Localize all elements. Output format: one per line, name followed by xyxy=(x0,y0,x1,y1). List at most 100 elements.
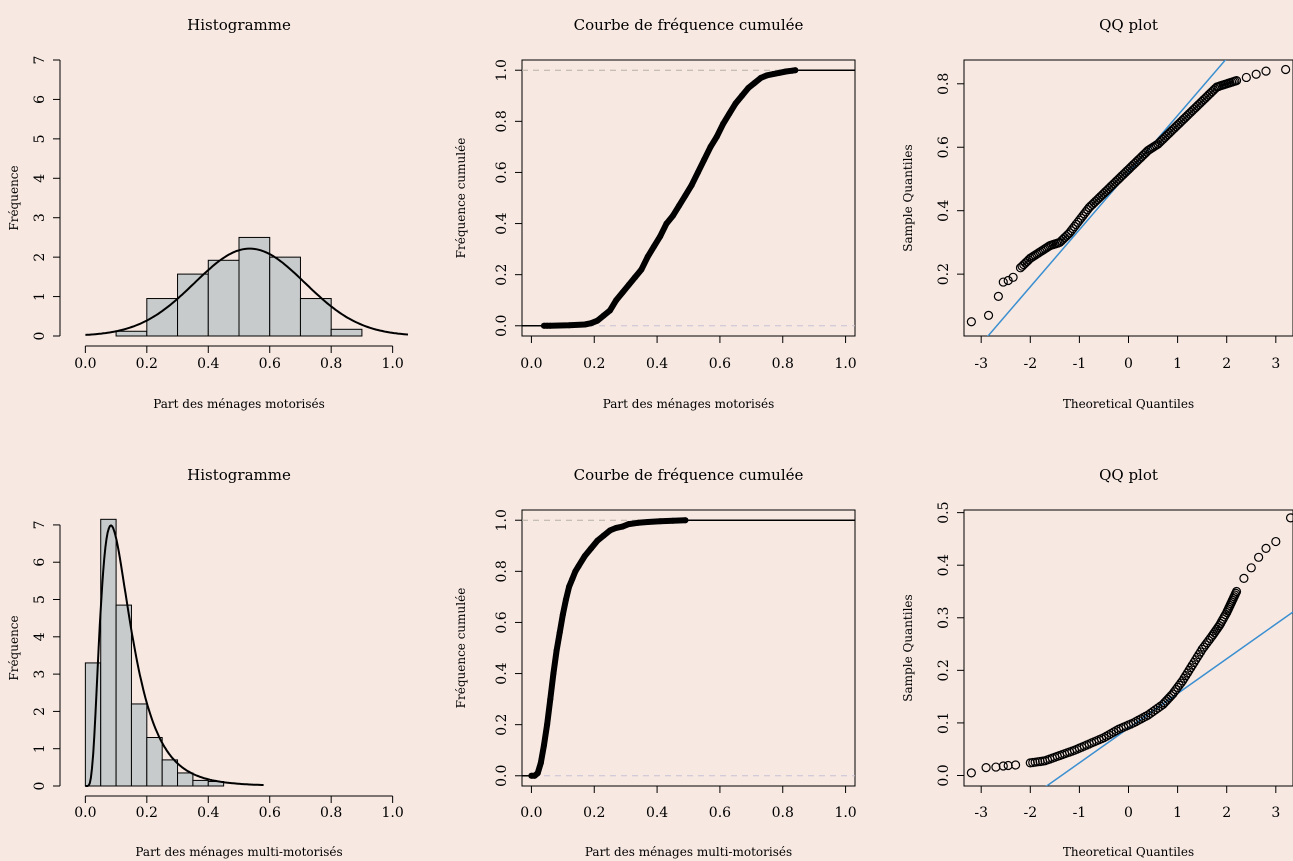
ecdf-point xyxy=(764,72,771,79)
ecdf-point xyxy=(559,611,566,618)
qq-point xyxy=(1133,155,1143,165)
x-axis-label: Part des ménages motorisés xyxy=(603,397,775,411)
ecdf-point xyxy=(688,182,695,189)
qq-point xyxy=(1218,614,1228,624)
ecdf-point xyxy=(534,770,541,777)
y-tick-label: 0.6 xyxy=(936,136,952,158)
qq-point xyxy=(1082,740,1092,750)
qq-point xyxy=(1251,69,1261,79)
qq-point xyxy=(1120,168,1130,178)
qq-point xyxy=(1097,190,1107,200)
ecdf-point xyxy=(566,583,573,590)
histogram-bar xyxy=(330,328,363,337)
ecdf-multi-panel: Courbe de fréquence cumulée Part des ména… xyxy=(454,466,857,859)
y-tick-label: 0.2 xyxy=(494,264,510,286)
ecdf-point xyxy=(644,519,651,526)
x-tick-label: 0.6 xyxy=(259,805,281,821)
y-tick-label: 3 xyxy=(32,213,48,222)
ecdf-point xyxy=(635,519,642,526)
qq-point xyxy=(1135,153,1145,163)
ecdf-point xyxy=(676,202,683,209)
x-tick-label: 0.8 xyxy=(772,356,794,372)
ecdf-point xyxy=(581,553,588,559)
x-axis-label: Part des ménages motorisés xyxy=(153,397,325,411)
x-tick-label: -2 xyxy=(1023,805,1037,821)
qq-point xyxy=(1106,728,1116,739)
x-tick-label: 0.4 xyxy=(646,356,668,372)
qq-point xyxy=(1231,588,1241,598)
qq-point xyxy=(1118,169,1129,179)
qq-point xyxy=(1197,96,1207,106)
y-axis-label: Fréquence xyxy=(7,615,21,680)
qq-point xyxy=(1112,175,1122,186)
qq-point xyxy=(1136,152,1147,162)
ecdf-point xyxy=(619,523,626,530)
ecdf-point xyxy=(638,266,645,273)
ecdf-point xyxy=(625,281,632,288)
histogram-bar xyxy=(177,772,194,787)
y-tick-label: 4 xyxy=(32,174,48,183)
ecdf-point xyxy=(757,74,764,81)
x-axis-label: Theoretical Quantiles xyxy=(1063,845,1194,859)
qq-point xyxy=(966,317,976,327)
chart-title: Histogramme xyxy=(187,466,291,484)
x-tick-label: 0.2 xyxy=(583,805,605,821)
density-curve xyxy=(85,524,264,787)
qq-point xyxy=(1094,193,1104,203)
qq-point xyxy=(1207,87,1217,97)
x-axis-label: Theoretical Quantiles xyxy=(1063,397,1194,411)
ecdf-point xyxy=(663,220,670,227)
ecdf-point xyxy=(600,532,607,539)
ecdf-point xyxy=(619,289,626,296)
y-tick-label: 5 xyxy=(32,595,48,604)
qq-multi-panel: QQ plot Theoretical Quantiles Sample Quant… xyxy=(901,466,1293,859)
y-tick-label: 7 xyxy=(32,520,48,529)
qq-point xyxy=(1153,703,1163,713)
ecdf-point xyxy=(707,143,714,150)
qq-point xyxy=(1109,179,1119,189)
qq-point xyxy=(1115,172,1125,182)
ecdf-point xyxy=(594,537,601,544)
qq-point xyxy=(1161,131,1171,141)
chart-title: Histogramme xyxy=(187,16,291,34)
qq-point xyxy=(966,768,976,778)
x-tick-label: -2 xyxy=(1023,356,1037,372)
qq-point xyxy=(1127,161,1137,171)
y-axis-label: Sample Quantiles xyxy=(901,594,915,701)
y-tick-label: 2 xyxy=(32,253,48,262)
y-tick-label: 0.4 xyxy=(494,212,510,234)
qq-point xyxy=(1230,76,1240,86)
ecdf-point xyxy=(669,212,676,219)
y-tick-label: 0.8 xyxy=(936,73,952,95)
ecdf-point xyxy=(588,320,595,327)
qq-point xyxy=(1156,136,1166,146)
ecdf-point xyxy=(792,67,799,74)
x-tick-label: 1 xyxy=(1173,805,1182,821)
qq-reference-line xyxy=(1045,611,1293,786)
y-axis-label: Fréquence cumulée xyxy=(454,588,468,709)
histogram-bar xyxy=(115,604,132,787)
y-tick-label: 0.6 xyxy=(494,161,510,183)
x-tick-label: 1.0 xyxy=(382,356,404,372)
y-tick-label: 5 xyxy=(32,134,48,143)
qq-point xyxy=(1117,171,1127,181)
qq-point xyxy=(1110,177,1121,187)
qq-point xyxy=(1171,122,1181,132)
y-tick-label: 0.2 xyxy=(936,263,952,285)
qq-point xyxy=(1122,166,1132,176)
qq-point xyxy=(1008,272,1018,282)
ecdf-point xyxy=(650,243,657,250)
ecdf-point xyxy=(566,322,573,329)
qq-point xyxy=(1187,106,1197,116)
chart-title: QQ plot xyxy=(1099,466,1158,484)
qq-point xyxy=(1285,513,1293,523)
x-tick-label: 1 xyxy=(1173,356,1182,372)
ecdf-point xyxy=(581,321,588,328)
ecdf-point xyxy=(694,169,701,176)
qq-point xyxy=(1261,543,1271,553)
qq-point xyxy=(1182,110,1193,121)
qq-point xyxy=(1166,126,1176,136)
x-tick-label: 0.0 xyxy=(74,356,96,372)
qq-point xyxy=(1111,726,1121,736)
qq-point xyxy=(983,310,994,320)
